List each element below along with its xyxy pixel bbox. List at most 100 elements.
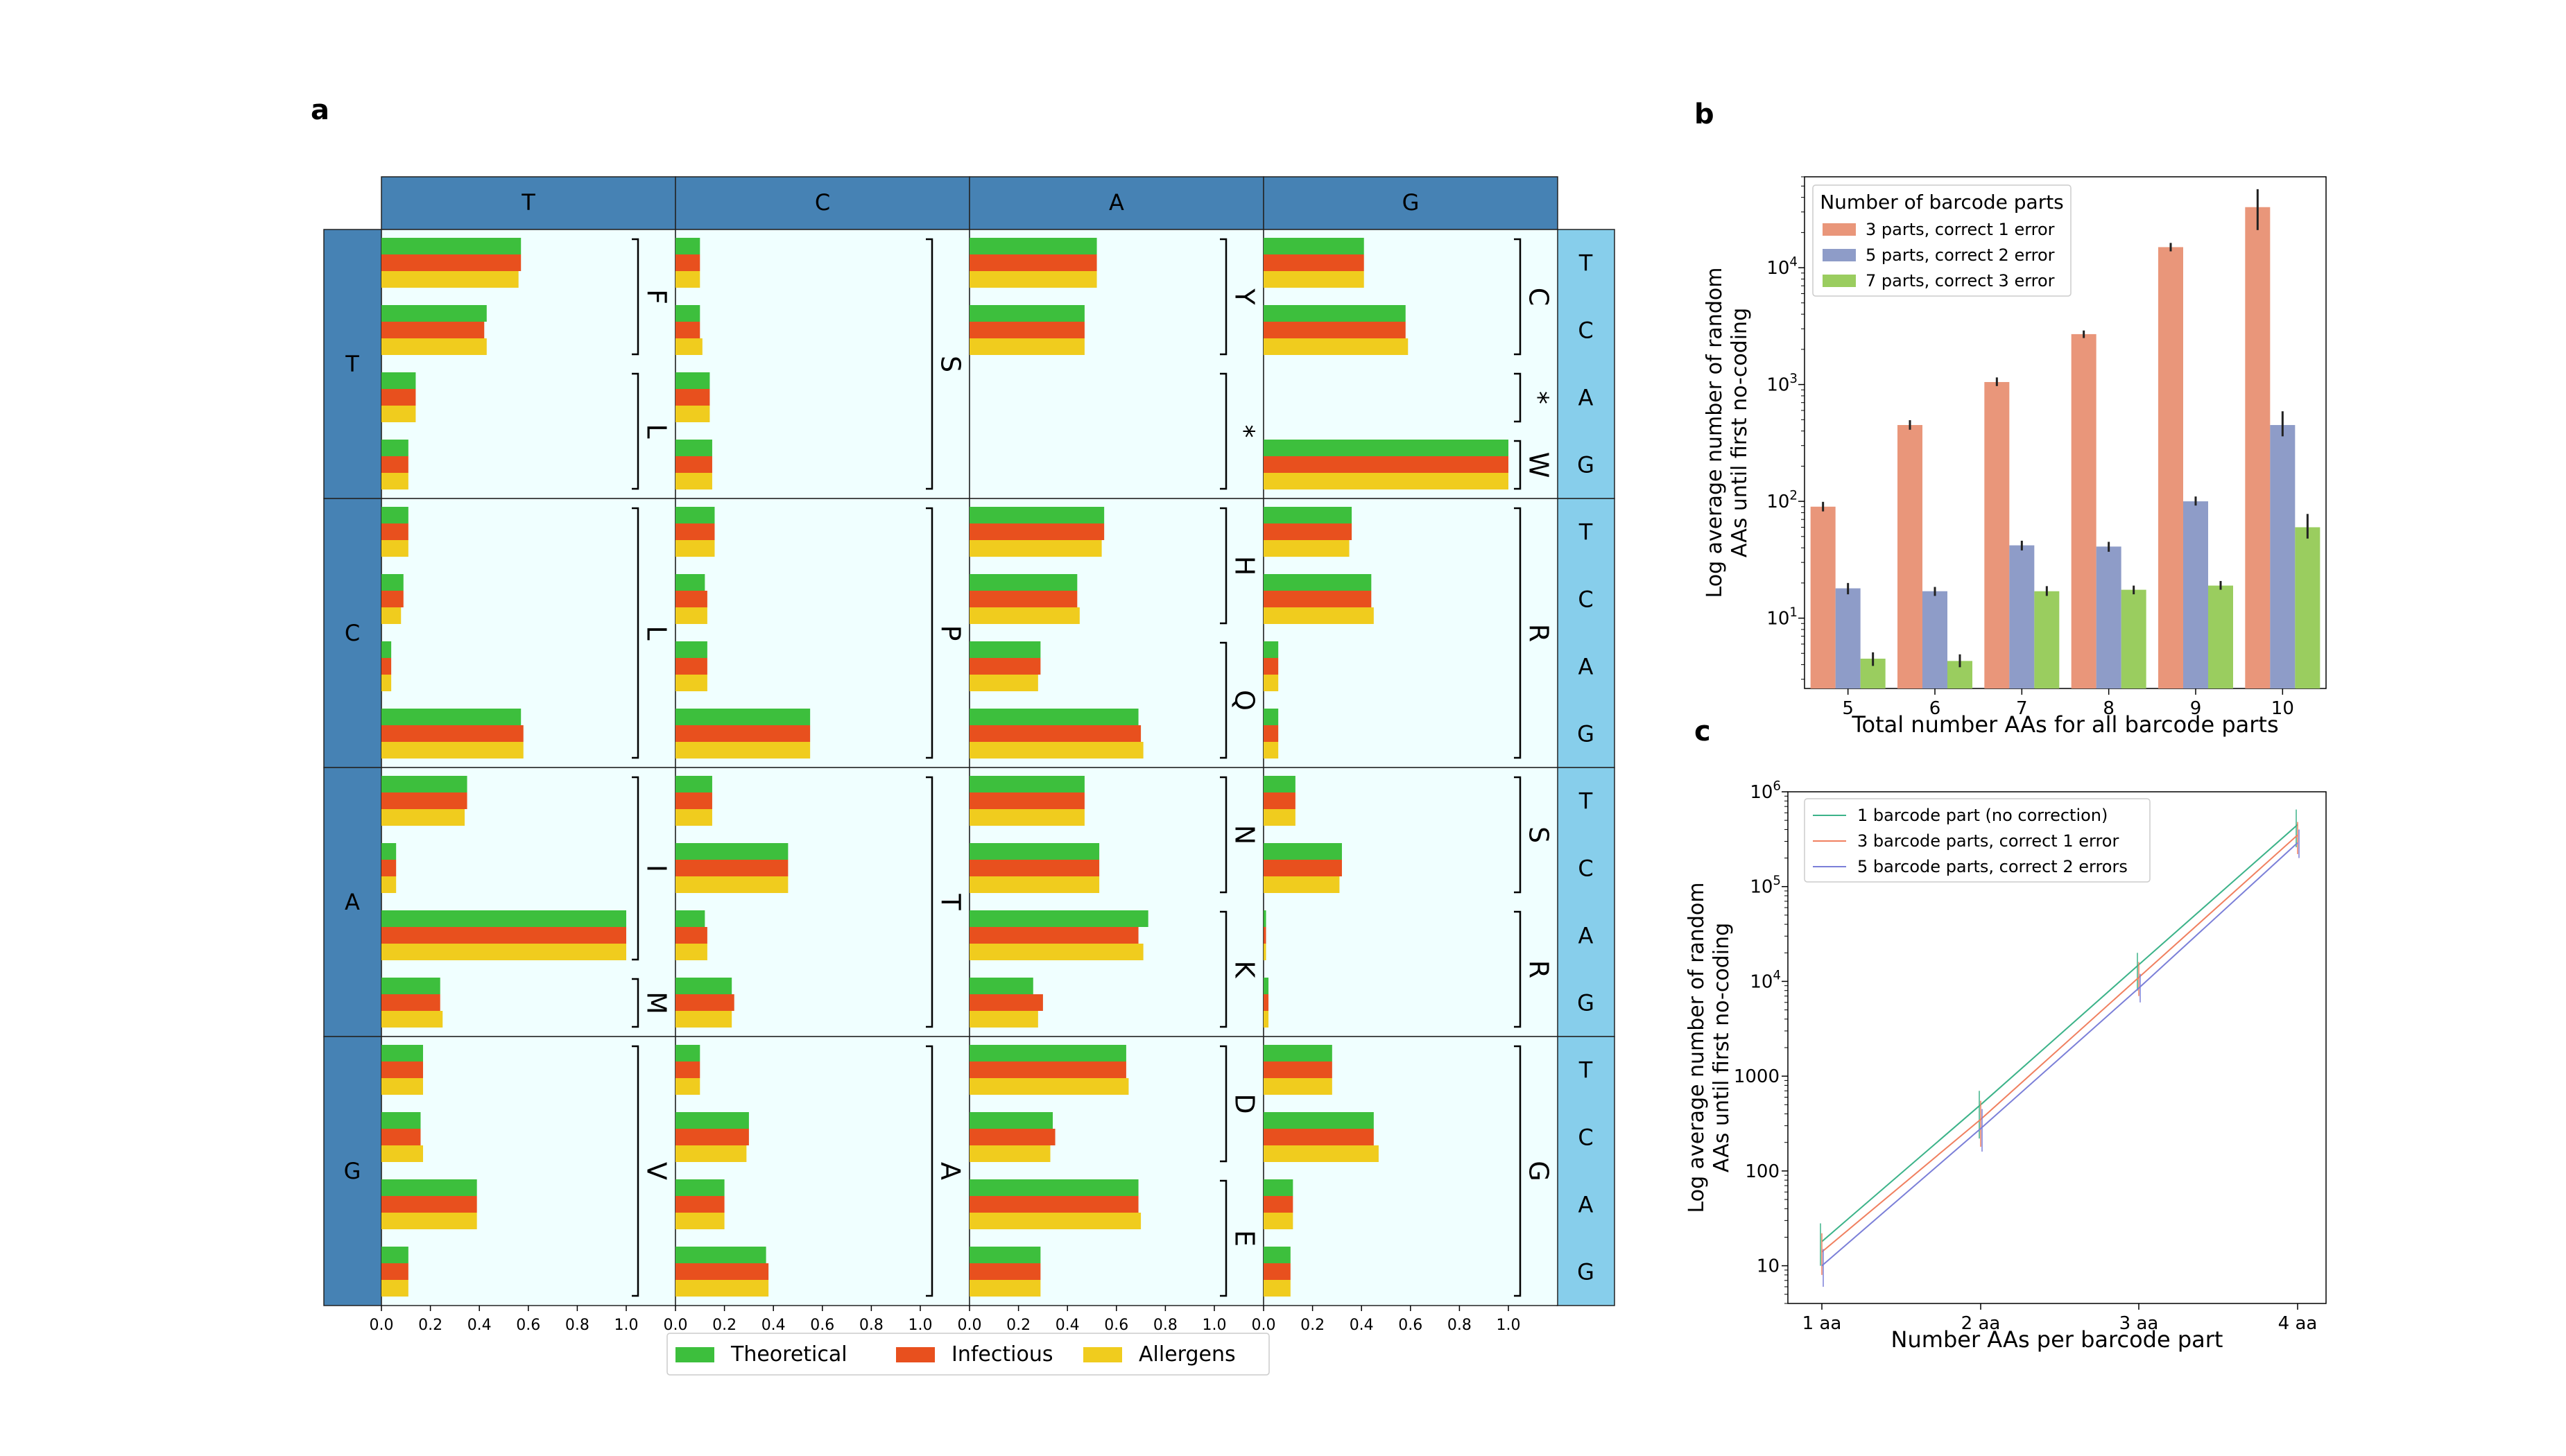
bar-theoretical xyxy=(675,574,705,591)
bar-infectious xyxy=(1264,322,1406,338)
bar-theoretical xyxy=(1264,910,1266,927)
bar-allergens xyxy=(381,809,465,826)
amino-acid-label: L xyxy=(642,424,672,438)
legend-label: Infectious xyxy=(952,1342,1053,1367)
legend-swatch xyxy=(675,1347,714,1362)
bar-infectious xyxy=(970,1061,1126,1078)
third-base-label: T xyxy=(1578,1057,1593,1084)
bar-theoretical xyxy=(381,978,440,994)
bar-infectious xyxy=(381,1129,421,1145)
x-tick-label: 1.0 xyxy=(614,1317,639,1334)
bar-infectious xyxy=(1264,658,1279,675)
bar-theoretical xyxy=(1264,843,1342,860)
x-tick-label: 8 xyxy=(2103,698,2115,719)
bar-infectious xyxy=(675,591,707,607)
codon-usage-panel: T C A G T T C A G C T C A G A T C A G G T C A G F L S Y * C * W L P H Q R I M T… xyxy=(323,176,1615,1376)
third-base-label: T xyxy=(1578,788,1593,815)
codon-bracket xyxy=(1220,1179,1228,1297)
codon-bracket xyxy=(926,238,933,490)
x-tick-label: 3 aa xyxy=(2119,1313,2159,1334)
bar-theoretical xyxy=(675,440,712,456)
x-tick-label: 0.2 xyxy=(1300,1317,1325,1334)
legend-label: Theoretical xyxy=(730,1342,847,1367)
x-tick-label: 0.4 xyxy=(1056,1317,1080,1334)
bar-theoretical xyxy=(381,843,397,860)
bar-theoretical xyxy=(675,1112,749,1129)
amino-acid-label: S xyxy=(1524,826,1554,843)
bar-allergens xyxy=(381,607,402,624)
x-tick-label: 0.6 xyxy=(516,1317,540,1334)
bar-allergens xyxy=(675,1280,769,1297)
bar-theoretical xyxy=(970,641,1041,658)
bar-infectious xyxy=(381,725,524,742)
bar-allergens xyxy=(1264,742,1279,759)
bar-allergens xyxy=(675,1078,700,1095)
bar-theoretical xyxy=(1264,574,1372,591)
codon-bracket xyxy=(926,1045,933,1297)
bar-infectious xyxy=(675,1129,749,1145)
y-axis-label: Log average number of randomAAs until fi… xyxy=(1685,883,1734,1213)
bar-infectious xyxy=(381,1263,408,1280)
barcode-length-line-chart: 10 100 1000 104 105 106 1 aa 2 aa 3 aa 4 aa Number… xyxy=(1685,779,2327,1353)
bar-5-parts xyxy=(1922,591,1947,688)
third-base-label: A xyxy=(1578,654,1594,680)
codon-bracket xyxy=(1514,776,1522,894)
bar-allergens xyxy=(381,742,524,759)
bar-theoretical xyxy=(381,507,408,523)
bar-theoretical xyxy=(381,776,467,792)
bar-infectious xyxy=(970,1263,1041,1280)
bar-allergens xyxy=(675,1213,725,1229)
bar-allergens xyxy=(1264,607,1374,624)
bar-theoretical xyxy=(381,709,522,725)
third-base-label: C xyxy=(1578,856,1593,882)
bar-allergens xyxy=(675,742,811,759)
third-base-label: G xyxy=(1577,990,1594,1016)
bar-allergens xyxy=(970,540,1102,557)
amino-acid-label: W xyxy=(1524,452,1554,478)
third-base-label: G xyxy=(1577,721,1594,747)
bar-infectious xyxy=(1264,591,1372,607)
codon-bracket xyxy=(1514,372,1522,423)
bar-infectious xyxy=(1264,254,1364,271)
bar-allergens xyxy=(675,473,712,489)
third-base-label: T xyxy=(1578,519,1593,546)
x-tick-label: 0.0 xyxy=(370,1317,394,1334)
bar-theoretical xyxy=(675,507,715,523)
bar-infectious xyxy=(675,994,734,1011)
bar-infectious xyxy=(675,658,707,675)
bar-infectious xyxy=(1264,1196,1293,1213)
x-tick-label: 9 xyxy=(2190,698,2202,719)
legend-box xyxy=(1804,798,2151,883)
x-tick-label: 0.4 xyxy=(467,1317,492,1334)
third-base-label: G xyxy=(1577,1259,1594,1285)
bar-infectious xyxy=(381,389,416,406)
series-line xyxy=(1821,824,2298,1242)
amino-acid-label: S xyxy=(936,356,966,372)
x-tick-label: 0.8 xyxy=(1447,1317,1472,1334)
bar-5-parts xyxy=(2183,501,2208,688)
amino-acid-label: * xyxy=(1524,391,1554,404)
amino-acid-label: L xyxy=(642,625,672,640)
bar-theoretical xyxy=(675,641,707,658)
codon-bracket xyxy=(1220,641,1228,759)
legend-swatch xyxy=(1083,1347,1122,1362)
col-header-label: A xyxy=(1109,189,1124,216)
bar-theoretical xyxy=(970,843,1100,860)
col-header-C xyxy=(675,176,970,230)
bar-allergens xyxy=(381,675,392,691)
bar-theoretical xyxy=(1264,978,1269,994)
bar-theoretical xyxy=(381,641,392,658)
bar-3-parts xyxy=(1897,425,1922,688)
bar-allergens xyxy=(970,675,1038,691)
legend-swatch xyxy=(1823,223,1856,236)
legend-label: 5 barcode parts, correct 2 errors xyxy=(1857,857,2128,876)
x-tick-label: 0.0 xyxy=(958,1317,982,1334)
bar-allergens xyxy=(1264,876,1340,893)
legend-label: 3 barcode parts, correct 1 error xyxy=(1857,831,2119,851)
y-axis-label: Log average number of randomAAs until fi… xyxy=(1703,268,1752,598)
x-axis-label: Number AAs per barcode part xyxy=(1891,1326,2223,1353)
bar-allergens xyxy=(970,876,1100,893)
legend-label: Allergens xyxy=(1139,1342,1236,1367)
bar-5-parts xyxy=(1835,588,1861,688)
x-tick-label: 0.0 xyxy=(664,1317,688,1334)
